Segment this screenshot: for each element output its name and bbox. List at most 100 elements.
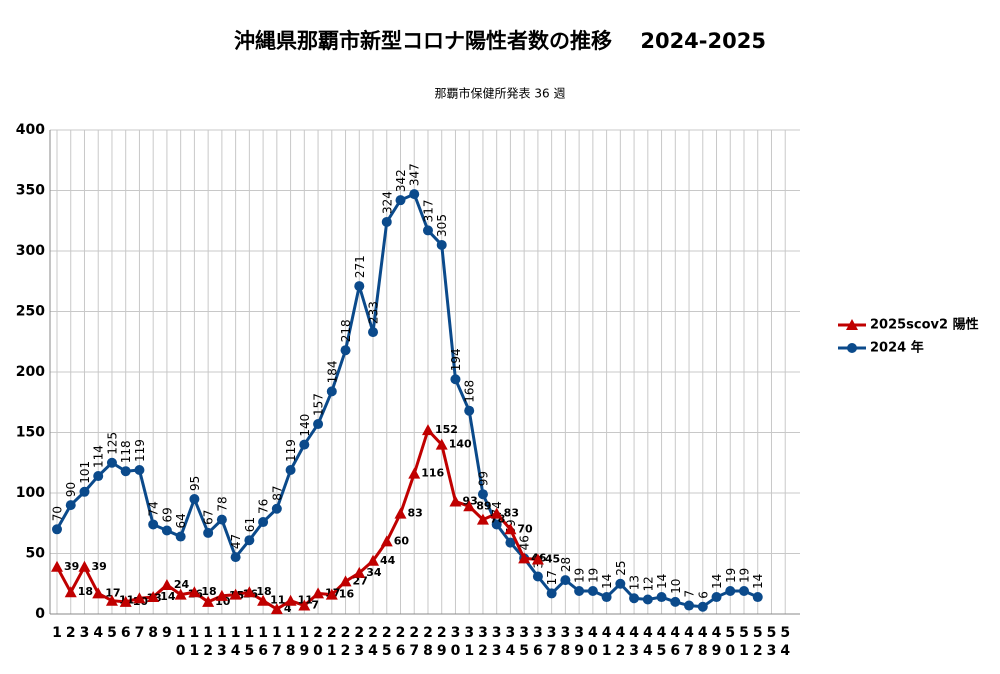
data-label: 324 [380,191,394,214]
data-label: 19 [738,568,752,583]
point [394,507,407,519]
data-label: 6 [696,591,710,599]
data-label: 152 [435,423,458,436]
point [120,466,131,477]
point [134,465,145,476]
point [188,586,201,598]
point [51,560,63,572]
point [490,507,503,519]
data-label: 90 [64,482,78,497]
point [229,588,242,600]
point [615,578,626,589]
data-label: 157 [312,393,326,416]
point [381,216,392,227]
x-tick-label: 2 [66,625,76,641]
chart-title: 沖縄県那覇市新型コロナ陽性者数の推移 2024-2025 [234,29,766,53]
point [629,593,640,604]
point [52,524,62,535]
data-label: 11 [270,594,285,607]
point [532,571,543,582]
data-label: 61 [243,517,257,532]
point [258,517,269,528]
data-label: 14 [655,574,669,589]
point [353,566,366,578]
point [656,592,667,603]
data-label: 114 [92,445,106,468]
point [147,591,160,603]
point [284,594,297,606]
data-label: 64 [174,513,188,528]
data-label: 74 [147,501,161,516]
point [395,195,406,206]
x-tick-label: 6 [121,625,131,641]
point [312,587,325,599]
y-tick-label: 350 [16,183,45,199]
point [230,552,241,563]
data-label: 25 [614,560,628,575]
point [354,281,365,292]
point [518,552,531,564]
point [476,513,489,525]
data-label: 11 [298,594,313,607]
y-tick-label: 100 [16,485,45,501]
point [422,225,433,236]
data-label: 44 [380,554,396,567]
point [421,424,434,436]
data-label: 19 [573,568,587,583]
data-label: 24 [174,578,190,591]
data-label: 39 [91,560,106,573]
data-label: 28 [559,557,573,572]
data-label: 116 [421,467,444,480]
point [79,486,90,497]
point [285,465,296,476]
data-label: 39 [64,560,79,573]
data-label: 83 [408,507,423,520]
point [477,489,488,500]
point [339,575,352,587]
point [670,596,681,607]
data-label: 140 [449,438,472,451]
point [739,586,749,597]
legend-label: 2024 年 [870,340,924,356]
data-label: 125 [105,432,119,455]
point [161,525,172,536]
data-label: 18 [201,585,216,598]
point [299,439,310,450]
point [106,457,117,468]
point [148,519,159,530]
point [642,594,653,605]
point [684,600,695,611]
point [380,535,393,547]
legend-marker [846,319,858,330]
y-tick-label: 150 [16,425,45,441]
data-label: 14 [160,590,176,603]
data-label: 87 [270,485,284,500]
point [340,345,351,356]
point [202,595,215,607]
data-label: 14 [600,574,614,589]
data-label: 70 [517,522,533,535]
point [78,560,91,572]
point [216,514,227,525]
point [450,374,461,385]
data-label: 347 [408,163,422,186]
data-label: 95 [188,476,202,491]
x-tick-label: 9 [162,625,172,641]
